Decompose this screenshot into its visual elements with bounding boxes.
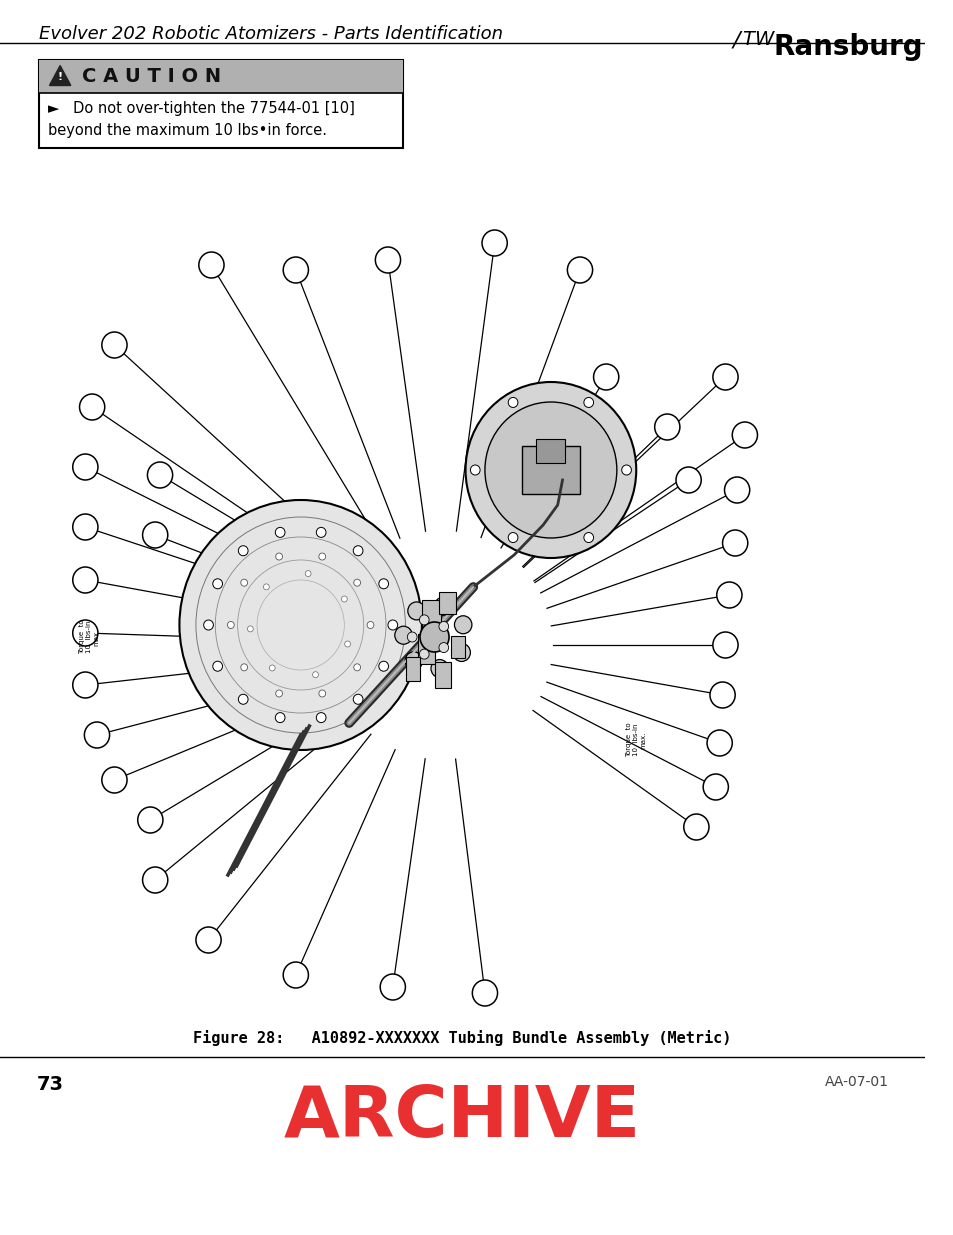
Circle shape xyxy=(240,579,248,587)
Circle shape xyxy=(567,257,592,283)
Circle shape xyxy=(353,546,362,556)
Circle shape xyxy=(269,664,274,671)
Circle shape xyxy=(378,579,388,589)
Circle shape xyxy=(72,514,98,540)
Circle shape xyxy=(142,867,168,893)
Circle shape xyxy=(195,927,221,953)
Circle shape xyxy=(470,466,479,475)
Circle shape xyxy=(378,661,388,671)
Text: 73: 73 xyxy=(37,1074,64,1094)
Circle shape xyxy=(465,382,636,558)
Text: ►   Do not over-tighten the 77544-01 [10]
beyond the maximum 10 lbs•in force.: ► Do not over-tighten the 77544-01 [10] … xyxy=(49,101,355,138)
Circle shape xyxy=(721,530,747,556)
Text: Torque  to
10  lbs-in
max.: Torque to 10 lbs-in max. xyxy=(625,722,645,757)
Circle shape xyxy=(313,672,318,678)
Circle shape xyxy=(72,672,98,698)
Circle shape xyxy=(434,598,452,615)
Circle shape xyxy=(102,332,127,358)
Circle shape xyxy=(702,774,728,800)
Circle shape xyxy=(341,597,347,601)
Circle shape xyxy=(583,398,593,408)
Circle shape xyxy=(203,620,213,630)
Circle shape xyxy=(712,364,738,390)
Circle shape xyxy=(508,532,517,542)
Circle shape xyxy=(712,632,738,658)
Circle shape xyxy=(419,650,429,659)
Circle shape xyxy=(79,394,105,420)
Circle shape xyxy=(240,664,248,671)
Circle shape xyxy=(395,626,412,645)
Text: ARCHIVE: ARCHIVE xyxy=(284,1083,640,1152)
Circle shape xyxy=(318,690,325,697)
Text: /: / xyxy=(732,30,739,49)
Circle shape xyxy=(283,257,308,283)
Circle shape xyxy=(275,713,285,722)
Circle shape xyxy=(593,364,618,390)
Text: C A U T I O N: C A U T I O N xyxy=(82,67,221,86)
Circle shape xyxy=(344,641,350,647)
Text: W: W xyxy=(754,30,773,49)
Circle shape xyxy=(676,467,700,493)
Text: Evolver 202 Robotic Atomizers - Parts Identification: Evolver 202 Robotic Atomizers - Parts Id… xyxy=(39,25,502,43)
Circle shape xyxy=(238,546,248,556)
Circle shape xyxy=(198,252,224,278)
Circle shape xyxy=(419,615,429,625)
Circle shape xyxy=(238,694,248,704)
Text: Ransburg: Ransburg xyxy=(773,33,923,61)
Circle shape xyxy=(275,527,285,537)
FancyBboxPatch shape xyxy=(536,438,565,463)
Circle shape xyxy=(283,962,308,988)
FancyBboxPatch shape xyxy=(451,636,464,658)
Circle shape xyxy=(380,974,405,1000)
Circle shape xyxy=(353,694,362,704)
Circle shape xyxy=(431,659,448,678)
Polygon shape xyxy=(50,65,71,85)
Circle shape xyxy=(732,422,757,448)
Circle shape xyxy=(102,767,127,793)
Circle shape xyxy=(142,522,168,548)
Circle shape xyxy=(213,661,222,671)
Circle shape xyxy=(367,621,374,629)
Circle shape xyxy=(316,713,326,722)
Circle shape xyxy=(621,466,631,475)
Text: !: ! xyxy=(57,73,63,83)
Circle shape xyxy=(318,553,325,559)
Circle shape xyxy=(453,643,470,662)
Circle shape xyxy=(709,682,735,708)
FancyBboxPatch shape xyxy=(435,662,451,688)
Circle shape xyxy=(275,690,282,697)
Circle shape xyxy=(484,403,617,538)
FancyBboxPatch shape xyxy=(39,61,402,93)
Circle shape xyxy=(583,532,593,542)
Circle shape xyxy=(247,626,253,632)
Circle shape xyxy=(179,500,421,750)
Circle shape xyxy=(716,582,741,608)
FancyBboxPatch shape xyxy=(406,657,419,680)
Circle shape xyxy=(148,462,172,488)
FancyBboxPatch shape xyxy=(521,446,579,494)
Circle shape xyxy=(706,730,732,756)
Circle shape xyxy=(275,553,282,559)
Circle shape xyxy=(419,622,449,652)
Circle shape xyxy=(354,664,360,671)
Circle shape xyxy=(72,567,98,593)
Circle shape xyxy=(263,584,269,590)
Circle shape xyxy=(683,814,708,840)
Circle shape xyxy=(481,230,507,256)
Text: AA-07-01: AA-07-01 xyxy=(823,1074,887,1089)
Circle shape xyxy=(654,414,679,440)
Text: Torque  to
10  lbs-in
max.: Torque to 10 lbs-in max. xyxy=(79,620,99,655)
Circle shape xyxy=(407,632,416,642)
Circle shape xyxy=(438,642,448,652)
FancyBboxPatch shape xyxy=(417,634,435,664)
Circle shape xyxy=(472,981,497,1007)
Circle shape xyxy=(316,527,326,537)
Circle shape xyxy=(405,652,422,669)
Circle shape xyxy=(454,616,472,634)
FancyBboxPatch shape xyxy=(421,600,441,629)
Circle shape xyxy=(407,601,425,620)
Circle shape xyxy=(72,454,98,480)
Circle shape xyxy=(375,247,400,273)
Text: Figure 28:   A10892-XXXXXXX Tubing Bundle Assembly (Metric): Figure 28: A10892-XXXXXXX Tubing Bundle … xyxy=(193,1030,731,1046)
Circle shape xyxy=(354,579,360,587)
